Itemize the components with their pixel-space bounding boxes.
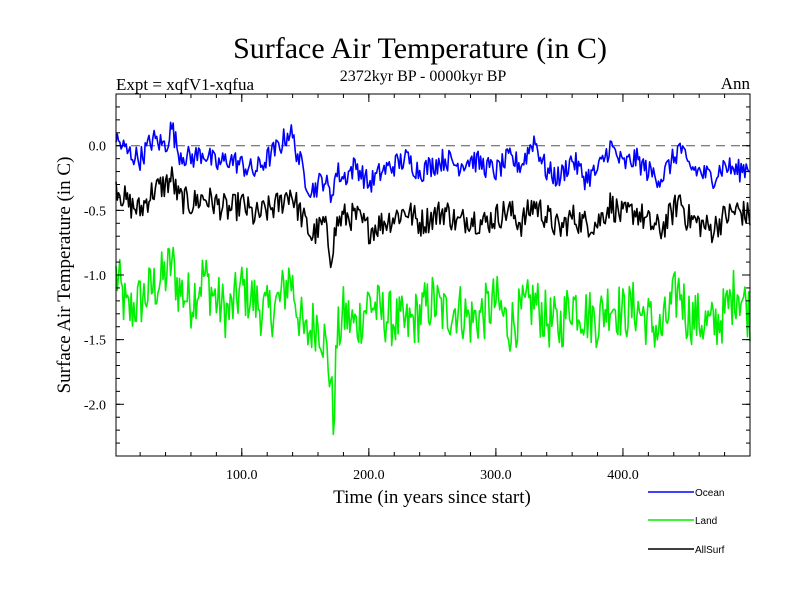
y-tick-label: -0.5 xyxy=(84,204,106,219)
x-tick-label: 300.0 xyxy=(480,468,512,483)
y-tick-label: -2.0 xyxy=(84,398,106,413)
legend-label-land: Land xyxy=(695,516,717,527)
chart-title: Surface Air Temperature (in C) xyxy=(233,32,607,65)
y-tick-label: -1.5 xyxy=(84,334,106,349)
x-tick-label: 200.0 xyxy=(353,468,385,483)
x-axis-label: Time (in years since start) xyxy=(333,487,531,508)
y-axis-label: Surface Air Temperature (in C) xyxy=(54,157,75,394)
x-tick-label: 400.0 xyxy=(607,468,639,483)
plot-area xyxy=(115,121,751,436)
y-axis: 0.0 -0.5 -1.0 -1.5 -2.0 xyxy=(84,93,750,457)
chart-subtitle: 2372kyr BP - 0000kyr BP xyxy=(340,68,507,85)
y-tick-label: -1.0 xyxy=(84,269,106,284)
legend-label-ocean: Ocean xyxy=(695,488,724,499)
legend-label-allsurf: AllSurf xyxy=(695,545,725,556)
series-line-ocean xyxy=(115,121,751,204)
x-tick-label: 100.0 xyxy=(226,468,258,483)
season-label: Ann xyxy=(721,74,751,93)
plot-frame xyxy=(115,93,751,457)
series-line-land xyxy=(115,246,751,436)
legend: Ocean Land AllSurf xyxy=(648,488,725,556)
experiment-label: Expt = xqfV1-xqfua xyxy=(116,75,254,94)
x-axis: 100.0 200.0 300.0 400.0 xyxy=(139,94,726,483)
y-tick-label: 0.0 xyxy=(89,140,107,155)
series-line-allsurf xyxy=(115,166,751,269)
